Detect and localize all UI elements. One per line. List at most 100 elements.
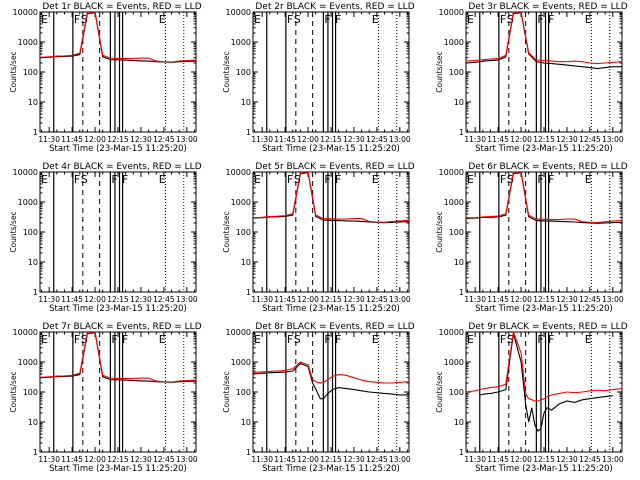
lld-series-line xyxy=(253,172,409,223)
lld-series-line xyxy=(40,332,196,383)
y-tick-label: 1000 xyxy=(231,38,251,47)
y-axis-label: Counts/sec xyxy=(435,51,444,92)
flag-label: F xyxy=(537,173,543,186)
x-tick-label: 13:00 xyxy=(389,135,411,144)
flag-label: F xyxy=(335,173,341,186)
flag-label: F xyxy=(122,173,128,186)
y-tick-label: 10 xyxy=(241,258,251,267)
x-axis-label: Start Time (23-Mar-15 11:25:20) xyxy=(475,144,613,154)
x-tick-label: 12:00 xyxy=(297,455,319,464)
flag-label: F xyxy=(122,333,128,346)
x-tick-label: 11:45 xyxy=(487,135,509,144)
x-tick-label: 12:00 xyxy=(84,455,106,464)
panel-title: Det 1r BLACK = Events, RED = LLD xyxy=(42,2,201,12)
x-tick-label: 13:00 xyxy=(176,135,198,144)
x-tick-label: 12:15 xyxy=(107,455,129,464)
flag-label: F xyxy=(324,13,330,26)
y-tick-label: 10 xyxy=(28,98,38,107)
flag-label: F xyxy=(324,173,330,186)
y-tick-label: 100 xyxy=(449,228,464,237)
x-tick-label: 12:45 xyxy=(366,135,388,144)
x-tick-label: 13:00 xyxy=(389,455,411,464)
y-tick-label: 10000 xyxy=(13,328,38,337)
flag-label: E xyxy=(585,13,592,26)
x-tick-label: 11:45 xyxy=(61,295,83,304)
y-tick-label: 1000 xyxy=(231,358,251,367)
y-axis-label: Counts/sec xyxy=(435,211,444,252)
y-tick-label: 10 xyxy=(28,258,38,267)
x-tick-label: 11:45 xyxy=(274,455,296,464)
x-tick-label: 13:00 xyxy=(602,455,624,464)
events-series-line xyxy=(479,333,613,432)
flag-label: F xyxy=(537,333,543,346)
y-axis-label: Counts/sec xyxy=(222,211,231,252)
panel-det-4: Det 4r BLACK = Events, RED = LLD 1 10 100 10… xyxy=(9,162,202,314)
y-tick-label: 10000 xyxy=(13,8,38,17)
y-tick-label: 1000 xyxy=(18,198,38,207)
x-axis-label: Start Time (23-Mar-15 11:25:20) xyxy=(262,144,400,154)
x-tick-label: 11:45 xyxy=(274,295,296,304)
x-tick-label: 12:15 xyxy=(533,295,555,304)
x-axis-label: Start Time (23-Mar-15 11:25:20) xyxy=(262,304,400,314)
x-tick-label: 12:45 xyxy=(153,455,175,464)
flag-label: E xyxy=(467,13,474,26)
y-tick-label: 1 xyxy=(246,448,251,457)
panel-det-1: Det 1r BLACK = Events, RED = LLD 1 10 100 10… xyxy=(9,2,202,154)
y-tick-label: 10000 xyxy=(13,168,38,177)
y-tick-label: 100 xyxy=(236,68,251,77)
x-tick-label: 12:15 xyxy=(320,135,342,144)
plot-frame xyxy=(39,11,197,133)
x-tick-label: 12:30 xyxy=(343,295,365,304)
flag-label: E xyxy=(41,173,48,186)
flag-label: S xyxy=(81,13,88,26)
x-axis-label: Start Time (23-Mar-15 11:25:20) xyxy=(475,464,613,474)
plot-frame xyxy=(465,331,623,453)
flag-label: E xyxy=(585,333,592,346)
flag-label: E xyxy=(585,173,592,186)
flag-label: S xyxy=(294,13,301,26)
y-tick-label: 1 xyxy=(459,448,464,457)
lld-series-line xyxy=(466,172,622,224)
x-tick-label: 12:30 xyxy=(343,455,365,464)
x-tick-label: 13:00 xyxy=(602,135,624,144)
flag-label: S xyxy=(294,173,301,186)
x-tick-label: 13:00 xyxy=(389,295,411,304)
panel-title: Det 9r BLACK = Events, RED = LLD xyxy=(468,322,627,332)
y-tick-label: 100 xyxy=(23,228,38,237)
y-tick-label: 10 xyxy=(454,258,464,267)
y-tick-label: 10000 xyxy=(226,328,251,337)
y-tick-label: 1000 xyxy=(444,358,464,367)
x-tick-label: 13:00 xyxy=(602,295,624,304)
plot-frame xyxy=(465,11,623,133)
flag-label: E xyxy=(159,13,166,26)
y-axis-label: Counts/sec xyxy=(222,51,231,92)
y-tick-label: 1000 xyxy=(444,38,464,47)
y-tick-label: 100 xyxy=(23,68,38,77)
x-tick-label: 12:15 xyxy=(320,295,342,304)
x-tick-label: 12:15 xyxy=(533,455,555,464)
flag-label: F xyxy=(287,13,293,26)
x-axis-label: Start Time (23-Mar-15 11:25:20) xyxy=(262,464,400,474)
x-tick-label: 11:45 xyxy=(487,455,509,464)
events-series-line xyxy=(40,332,196,383)
x-tick-label: 12:45 xyxy=(153,295,175,304)
panel-title: Det 8r BLACK = Events, RED = LLD xyxy=(255,322,414,332)
y-axis-label: Counts/sec xyxy=(9,211,18,252)
panel-det-7: Det 7r BLACK = Events, RED = LLD 1 10 100 10… xyxy=(9,322,202,474)
flag-label: S xyxy=(81,333,88,346)
y-tick-label: 1 xyxy=(33,128,38,137)
y-tick-label: 10000 xyxy=(439,8,464,17)
flag-label: E xyxy=(41,333,48,346)
flag-label: F xyxy=(335,13,341,26)
y-tick-label: 100 xyxy=(23,388,38,397)
flag-label: F xyxy=(111,173,117,186)
y-tick-label: 100 xyxy=(236,228,251,237)
y-tick-label: 1000 xyxy=(18,38,38,47)
flag-label: F xyxy=(74,333,80,346)
y-tick-label: 10000 xyxy=(226,8,251,17)
